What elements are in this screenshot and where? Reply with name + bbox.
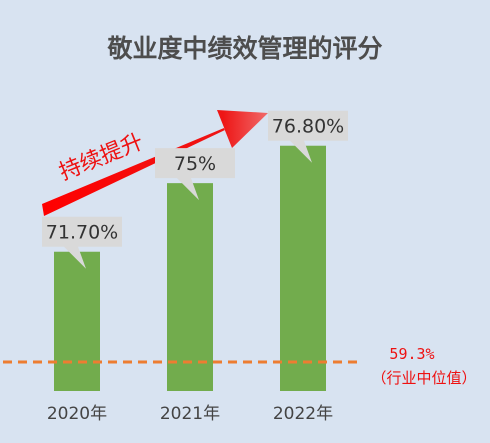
category-label-3: 2022年 [273,404,333,424]
value-callout-1 [42,216,122,269]
bar-2 [167,183,213,391]
value-label-3: 76.80% [272,116,344,138]
value-callout-3 [268,110,348,163]
chart-title: 敬业度中绩效管理的评分 [106,34,382,63]
value-label-2: 75% [174,153,216,175]
industry-median-label: （行业中位值） [371,369,476,387]
bars-layer [54,145,326,391]
trend-annotation: 持续提升 [56,129,147,185]
category-axis: 2020年 2021年 2022年 [47,404,333,424]
bar-1 [54,251,100,391]
value-callout-2 [155,148,235,201]
value-label-1: 71.70% [46,222,118,244]
category-label-2: 2021年 [160,404,220,424]
callouts-layer: 71.70% 75% 76.80% [42,110,348,269]
industry-median-value: 59.3% [389,345,434,363]
category-label-1: 2020年 [47,404,107,424]
bar-3 [280,145,326,391]
